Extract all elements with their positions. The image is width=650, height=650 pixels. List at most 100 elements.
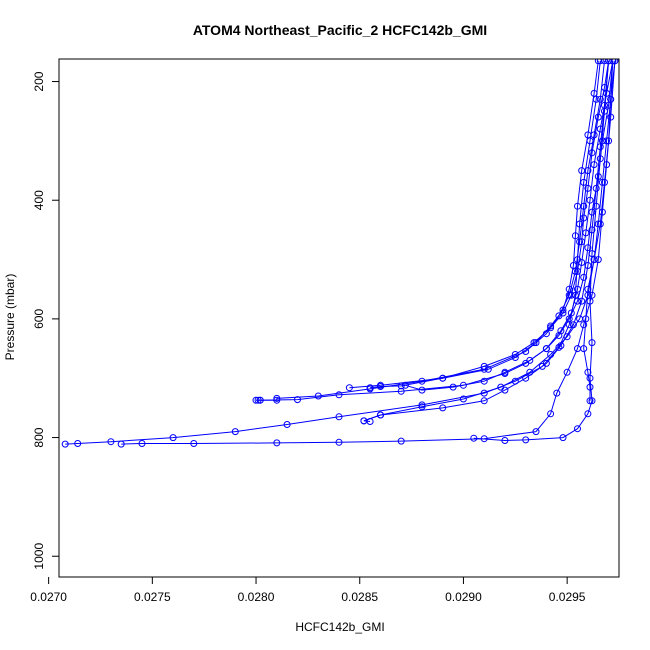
data-point — [283, 421, 291, 428]
data-point — [553, 389, 561, 397]
data-point — [605, 137, 613, 145]
plot-area — [61, 59, 619, 448]
data-point — [555, 343, 563, 351]
data-point — [584, 410, 592, 418]
data-point — [571, 267, 579, 275]
data-point — [439, 404, 447, 412]
series-line — [363, 60, 610, 422]
data-point — [366, 385, 374, 393]
series-line — [370, 60, 610, 389]
data-point — [138, 440, 146, 447]
data-point — [578, 297, 586, 305]
data-point — [522, 436, 530, 444]
data-point — [588, 208, 596, 216]
data-point — [377, 411, 384, 419]
data-point — [580, 345, 588, 353]
data-point — [567, 291, 575, 299]
x-tick-label: 0.0285 — [341, 590, 378, 604]
data-point — [542, 345, 550, 353]
data-point — [470, 434, 478, 442]
data-point — [360, 417, 368, 425]
data-point — [565, 321, 573, 329]
data-point — [584, 285, 592, 293]
series-line — [255, 60, 614, 401]
y-tick-label: 1000 — [32, 543, 46, 570]
data-point — [190, 440, 198, 447]
y-axis: 200 400 600 800 1000 — [32, 71, 59, 570]
data-point — [532, 428, 540, 436]
data-point — [584, 262, 592, 269]
data-point — [601, 107, 608, 115]
data-point — [418, 377, 426, 385]
data-point — [449, 383, 457, 391]
series-line — [473, 60, 610, 442]
series-5 — [252, 59, 617, 404]
series-line — [121, 60, 616, 445]
plot-frame — [58, 58, 620, 578]
data-point — [377, 381, 384, 389]
data-point — [314, 392, 322, 400]
data-point — [294, 396, 301, 404]
data-point — [596, 59, 604, 65]
data-point — [256, 396, 264, 404]
chart-title: ATOM4 Northeast_Pacific_2 HCFC142b_GMI — [193, 22, 487, 38]
data-point — [586, 196, 594, 204]
data-point — [580, 214, 588, 222]
data-point — [532, 339, 540, 347]
series-line — [258, 60, 605, 401]
data-point — [580, 202, 588, 210]
data-point — [590, 161, 598, 169]
data-point — [397, 437, 405, 445]
series-10 — [117, 59, 619, 448]
data-point — [603, 137, 611, 145]
data-point — [571, 291, 579, 299]
x-tick-label: 0.0290 — [445, 590, 482, 604]
data-point — [584, 244, 592, 252]
data-point — [555, 312, 563, 320]
data-point — [574, 256, 581, 264]
data-point — [592, 95, 600, 103]
data-point — [547, 410, 555, 418]
data-point — [588, 291, 596, 299]
data-point — [522, 348, 530, 355]
data-point — [596, 95, 604, 103]
data-point — [574, 425, 581, 433]
data-point — [252, 396, 260, 404]
data-point — [480, 397, 488, 405]
data-point — [397, 387, 405, 395]
y-tick-label: 800 — [32, 427, 46, 447]
data-point — [480, 377, 488, 385]
data-point — [480, 435, 488, 443]
data-point — [601, 178, 608, 186]
data-point — [594, 256, 602, 264]
data-point — [345, 384, 353, 392]
data-point — [576, 238, 584, 246]
data-point — [117, 440, 125, 448]
data-point — [547, 322, 555, 330]
series-9 — [470, 59, 613, 444]
x-tick-label: 0.0295 — [549, 590, 586, 604]
data-point — [571, 232, 579, 240]
data-point — [586, 383, 594, 391]
data-point — [459, 395, 467, 403]
data-point — [586, 374, 594, 382]
series-line — [65, 60, 601, 445]
data-point — [588, 339, 596, 347]
data-point — [596, 155, 604, 163]
x-axis-label: HCFC142b_GMI — [295, 620, 384, 634]
data-point — [607, 95, 615, 103]
data-point — [590, 256, 598, 264]
series-8 — [61, 59, 604, 448]
series-1 — [366, 59, 613, 392]
x-tick-label: 0.0270 — [30, 590, 67, 604]
data-point — [418, 386, 426, 394]
data-point — [418, 401, 426, 409]
data-point — [563, 368, 571, 376]
data-point — [611, 59, 619, 65]
data-point — [538, 362, 546, 370]
series-line — [363, 60, 616, 422]
y-axis-label: Pressure (mbar) — [3, 274, 17, 361]
data-point — [588, 226, 596, 234]
data-point — [594, 113, 602, 121]
